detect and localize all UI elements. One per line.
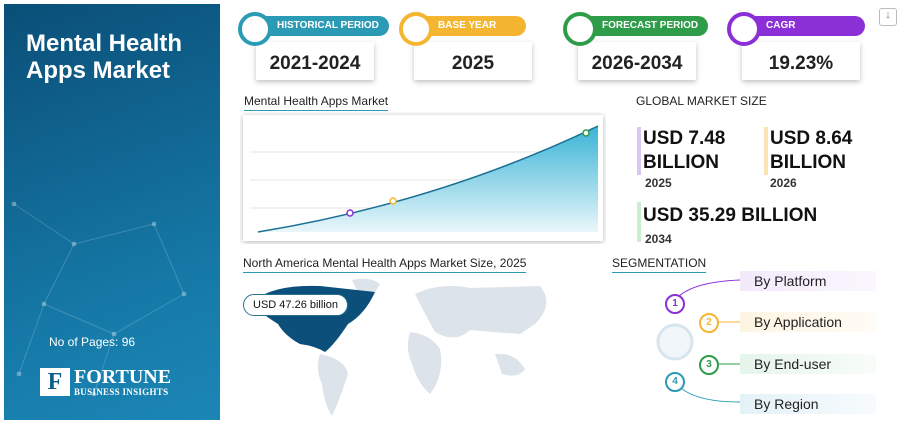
card-icon xyxy=(563,12,597,46)
segment-number: 3 xyxy=(699,355,719,375)
card-value: 19.23% xyxy=(742,42,860,80)
download-button[interactable]: ↓ xyxy=(879,8,897,26)
accent xyxy=(637,202,641,242)
card-value: 2021-2024 xyxy=(256,42,374,80)
accent xyxy=(637,127,641,175)
sidebar: Mental Health Apps Market No of Pages: 9… xyxy=(4,4,220,420)
card-icon xyxy=(238,12,272,46)
market-value: USD 7.48 BILLION xyxy=(643,128,726,173)
logo-name: FORTUNE xyxy=(74,366,172,388)
segment-label: By End-user xyxy=(740,354,876,374)
page-count: No of Pages: 96 xyxy=(49,335,136,349)
trend-line xyxy=(257,125,599,233)
market-value: USD 8.64 BILLION xyxy=(770,128,853,173)
card-icon xyxy=(727,12,761,46)
market-year: 2025 xyxy=(645,176,672,190)
segment-label: By Region xyxy=(740,394,876,414)
market-value: USD 35.29 BILLION xyxy=(643,205,818,226)
card-label: CAGR xyxy=(734,16,866,36)
global-title: GLOBAL MARKET SIZE xyxy=(636,94,767,108)
market-year: 2026 xyxy=(770,176,797,190)
trend-area xyxy=(258,126,598,232)
region-value: USD 47.26 billion xyxy=(243,294,348,316)
logo-tagline: BUSINESS INSIGHTS xyxy=(74,387,169,397)
segment-number: 2 xyxy=(699,313,719,333)
segment-number: 4 xyxy=(665,372,685,392)
card-value: 2026-2034 xyxy=(578,42,696,80)
accent xyxy=(764,127,768,175)
card-label: HISTORICAL PERIOD xyxy=(245,16,389,36)
card-label: BASE YEAR xyxy=(406,16,527,36)
segmentation-title: SEGMENTATION xyxy=(612,256,707,273)
point xyxy=(389,197,397,205)
region-title: North America Mental Health Apps Market … xyxy=(243,256,527,273)
card-label: FORECAST PERIOD xyxy=(570,16,709,36)
segment-number: 1 xyxy=(665,294,685,314)
point xyxy=(346,209,354,217)
network-decoration xyxy=(11,201,187,397)
logo-mark: F xyxy=(40,368,70,396)
trend-chart xyxy=(243,115,603,241)
segment-label: By Application xyxy=(740,312,876,332)
segment-connectors xyxy=(656,279,741,403)
continents xyxy=(317,278,547,416)
report-title: Mental Health Apps Market xyxy=(26,30,183,84)
card-icon xyxy=(399,12,433,46)
market-year: 2034 xyxy=(645,232,672,246)
point xyxy=(582,129,590,137)
card-value: 2025 xyxy=(414,42,532,80)
segment-label: By Platform xyxy=(740,271,876,291)
trend-title: Mental Health Apps Market xyxy=(244,94,389,111)
